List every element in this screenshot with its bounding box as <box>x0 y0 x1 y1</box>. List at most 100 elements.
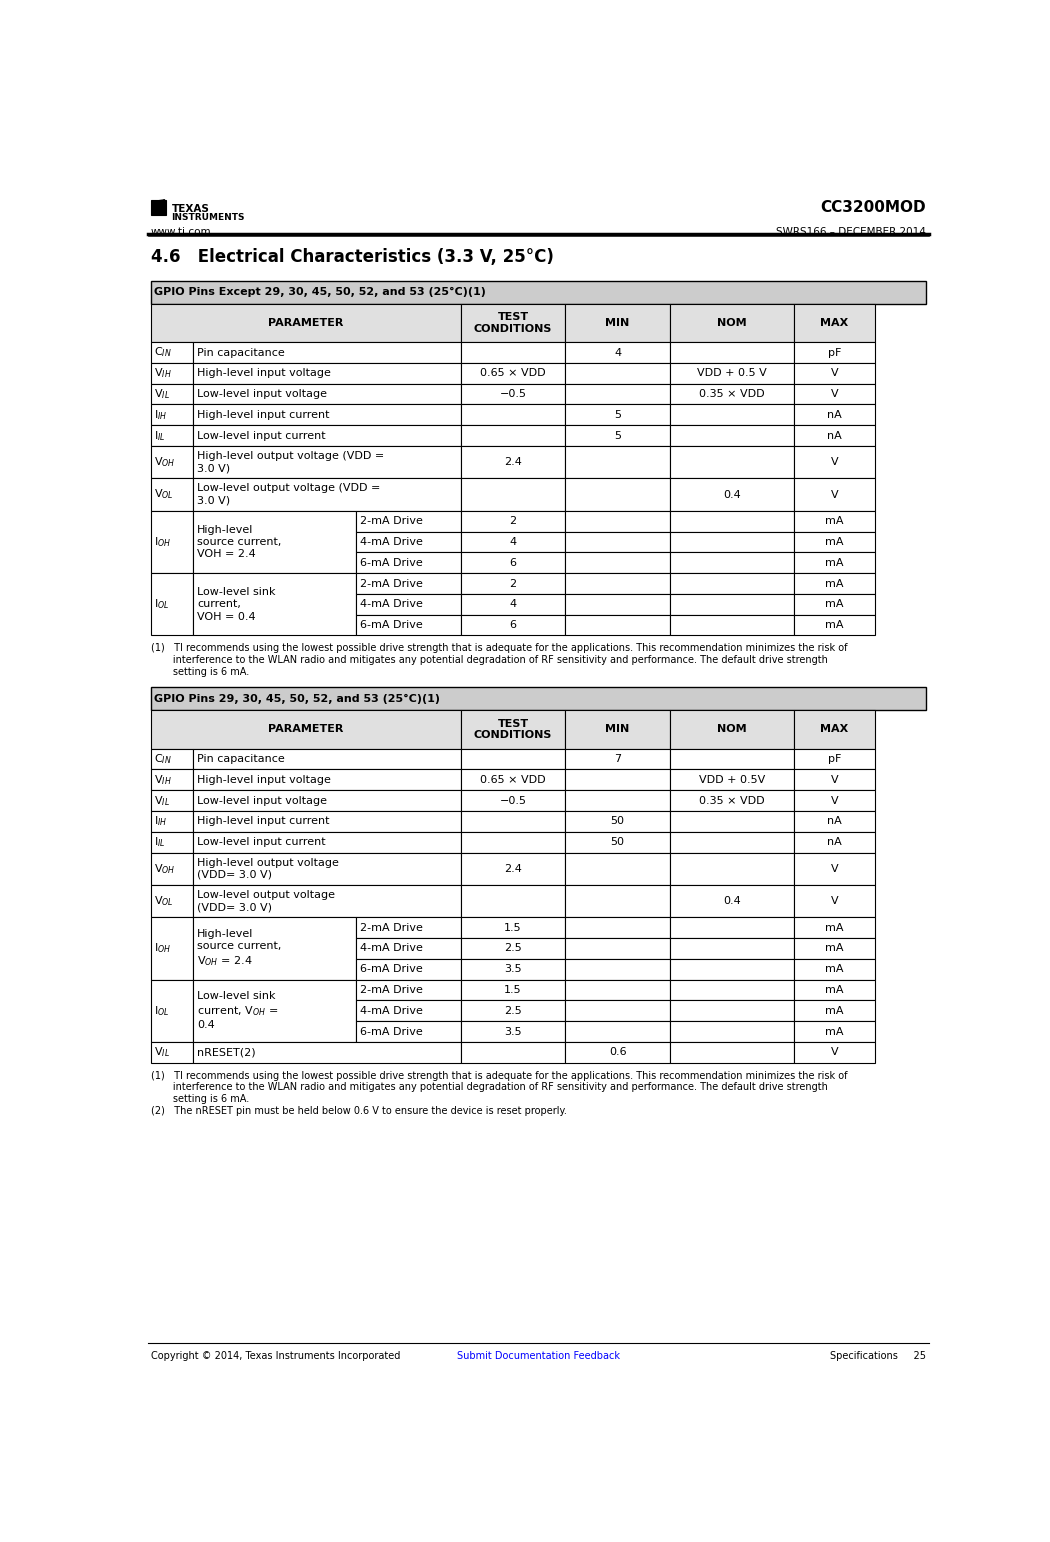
Bar <box>565 384 670 404</box>
Text: VDD + 0.5 V: VDD + 0.5 V <box>697 369 766 378</box>
Bar <box>461 574 565 594</box>
Bar <box>565 510 670 532</box>
Text: V$_{IH}$: V$_{IH}$ <box>154 773 172 786</box>
Text: nA: nA <box>827 816 842 827</box>
Bar <box>193 831 461 853</box>
Bar <box>356 552 461 574</box>
Text: 4: 4 <box>509 600 517 609</box>
Bar <box>794 1021 876 1042</box>
Bar <box>670 1042 794 1062</box>
Text: TEST
CONDITIONS: TEST CONDITIONS <box>474 719 552 740</box>
Text: V$_{OH}$: V$_{OH}$ <box>154 455 176 469</box>
Bar <box>670 574 794 594</box>
Bar <box>670 446 794 478</box>
Text: High-level input voltage: High-level input voltage <box>197 776 331 785</box>
Bar <box>794 1001 876 1021</box>
Bar <box>565 711 670 749</box>
Text: nA: nA <box>827 410 842 419</box>
Bar <box>193 811 461 831</box>
Text: interference to the WLAN radio and mitigates any potential degradation of RF sen: interference to the WLAN radio and mitig… <box>150 655 827 665</box>
Text: mA: mA <box>825 517 844 526</box>
Text: High-level
source current,
VOH = 2.4: High-level source current, VOH = 2.4 <box>197 524 281 560</box>
Text: Pin capacitance: Pin capacitance <box>197 754 285 765</box>
Text: 6: 6 <box>509 558 517 567</box>
Bar <box>670 749 794 769</box>
Text: 0.65 × VDD: 0.65 × VDD <box>480 776 546 785</box>
Bar <box>794 938 876 959</box>
Bar <box>461 769 565 790</box>
Bar <box>670 478 794 510</box>
Text: V: V <box>831 896 838 907</box>
Bar <box>670 362 794 384</box>
Bar <box>794 885 876 917</box>
Bar <box>150 478 193 510</box>
Bar <box>794 404 876 426</box>
Text: V: V <box>831 1047 838 1058</box>
Bar <box>670 885 794 917</box>
Text: 1.5: 1.5 <box>504 922 522 933</box>
Text: 6-mA Drive: 6-mA Drive <box>360 964 422 975</box>
Bar <box>150 446 193 478</box>
Text: V$_{OL}$: V$_{OL}$ <box>154 894 174 908</box>
Bar <box>670 811 794 831</box>
Text: I$_{IH}$: I$_{IH}$ <box>154 814 168 828</box>
Text: mA: mA <box>825 985 844 995</box>
Bar <box>150 281 926 304</box>
Text: 2-mA Drive: 2-mA Drive <box>360 578 423 589</box>
Text: Low-level sink
current,
VOH = 0.4: Low-level sink current, VOH = 0.4 <box>197 588 275 621</box>
Bar <box>565 853 670 885</box>
Text: High-level input current: High-level input current <box>197 410 330 419</box>
Text: 2.5: 2.5 <box>504 944 522 953</box>
Bar <box>794 342 876 362</box>
Bar <box>461 1021 565 1042</box>
Text: I$_{IL}$: I$_{IL}$ <box>154 429 166 443</box>
Bar <box>670 1021 794 1042</box>
Text: 7: 7 <box>614 754 622 765</box>
Bar <box>670 510 794 532</box>
Text: V: V <box>831 864 838 874</box>
Text: V$_{IL}$: V$_{IL}$ <box>154 794 170 808</box>
Text: I$_{OH}$: I$_{OH}$ <box>154 942 171 956</box>
Text: 0.65 × VDD: 0.65 × VDD <box>480 369 546 378</box>
Bar <box>193 342 461 362</box>
Bar <box>670 790 794 811</box>
Text: nRESET(2): nRESET(2) <box>197 1047 256 1058</box>
Text: VDD + 0.5V: VDD + 0.5V <box>698 776 765 785</box>
Bar <box>461 362 565 384</box>
Bar <box>193 749 461 769</box>
Bar <box>150 199 166 214</box>
Bar <box>565 342 670 362</box>
Text: setting is 6 mA.: setting is 6 mA. <box>150 1095 249 1104</box>
Bar <box>356 917 461 938</box>
Text: I$_{IH}$: I$_{IH}$ <box>154 409 168 423</box>
Bar <box>193 384 461 404</box>
Text: 3.5: 3.5 <box>504 1027 522 1036</box>
Bar <box>794 790 876 811</box>
Text: 0.35 × VDD: 0.35 × VDD <box>699 796 764 805</box>
Bar <box>670 831 794 853</box>
Bar <box>670 384 794 404</box>
Bar <box>150 749 193 769</box>
Bar <box>356 574 461 594</box>
Bar <box>670 426 794 446</box>
Text: mA: mA <box>825 578 844 589</box>
Text: mA: mA <box>825 964 844 975</box>
Text: NOM: NOM <box>717 318 747 328</box>
Bar <box>794 594 876 615</box>
Bar <box>461 831 565 853</box>
Text: High-level
source current,
V$_{OH}$ = 2.4: High-level source current, V$_{OH}$ = 2.… <box>197 928 281 968</box>
Text: V$_{IL}$: V$_{IL}$ <box>154 387 170 401</box>
Bar <box>461 404 565 426</box>
Text: mA: mA <box>825 1005 844 1016</box>
Bar <box>193 404 461 426</box>
Bar <box>461 510 565 532</box>
Bar <box>461 478 565 510</box>
Bar <box>150 362 193 384</box>
Text: MIN: MIN <box>606 318 630 328</box>
Text: Specifications     25: Specifications 25 <box>830 1351 926 1362</box>
Text: 50: 50 <box>610 816 625 827</box>
Text: TEST
CONDITIONS: TEST CONDITIONS <box>474 311 552 333</box>
Text: MAX: MAX <box>820 318 848 328</box>
Bar <box>670 532 794 552</box>
Text: MIN: MIN <box>606 725 630 734</box>
